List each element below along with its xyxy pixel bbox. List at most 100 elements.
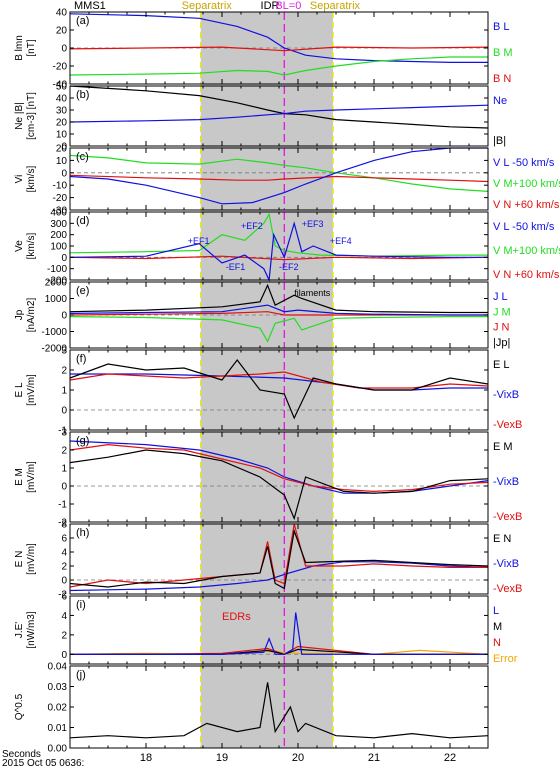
y-axis-label: Ve [km/s] xyxy=(14,232,37,259)
annotation-label: +EF4 xyxy=(330,236,352,246)
legend-entry: V M+100 km/s xyxy=(493,178,560,190)
y-tick-label: 2 xyxy=(61,630,67,641)
y-tick-label: 2000 xyxy=(45,278,68,289)
series-line-red xyxy=(69,255,489,261)
y-tick-label: 0 xyxy=(61,253,67,264)
legend-entry: B N xyxy=(493,73,511,85)
y-tick-label: -20 xyxy=(53,62,68,73)
y-tick-label: -40 xyxy=(53,80,68,91)
series-line-black xyxy=(69,528,489,590)
panel-label: (f) xyxy=(76,353,86,365)
panel-label: (j) xyxy=(76,669,86,681)
legend-entry: E M xyxy=(493,441,513,453)
legend-entry: Error xyxy=(493,653,518,665)
y-tick-label: 3 xyxy=(61,346,67,357)
legend-entry: M xyxy=(493,621,502,633)
y-axis-label-line2: [nA/m2] xyxy=(26,298,37,333)
y-axis-label-line2: [mV/m] xyxy=(26,461,37,493)
series-line-black xyxy=(69,85,489,129)
y-tick-label: 2 xyxy=(61,446,67,457)
y-tick-label: -200 xyxy=(47,276,67,287)
y-tick-label: -1 xyxy=(58,426,67,437)
legend-entry: -VexB xyxy=(493,419,522,431)
x-axis-label-seconds: Seconds xyxy=(2,749,41,760)
panel-e: 2000 1000 0 -1000 -2000 (e) Jp [nA/m2] J L J M J N… xyxy=(14,278,511,355)
legend-entry: E N xyxy=(493,533,511,545)
panel-label: (h) xyxy=(76,527,89,539)
y-axis-label: Vi [km/s] xyxy=(14,165,37,192)
y-tick-label: -2 xyxy=(58,590,67,601)
y-axis-label-line1: Jp xyxy=(14,309,25,320)
y-axis-label-line1: Vi xyxy=(14,175,25,184)
y-axis-label-line2: [mV/m] xyxy=(26,543,37,575)
y-axis-label: E L [mV/m] xyxy=(14,374,37,406)
x-tick-label: 18 xyxy=(140,752,152,764)
series-line-orange xyxy=(69,649,489,655)
legend-entry: B L xyxy=(493,21,510,33)
y-tick-label: 6 xyxy=(61,534,67,545)
y-tick-label: 8 xyxy=(61,520,67,531)
annotation-label: +EF1 xyxy=(188,236,210,246)
series-line-green xyxy=(69,154,489,192)
y-axis-label-line1: Ve xyxy=(14,240,25,252)
separatrix-left-label: Separatrix xyxy=(182,0,233,12)
y-tick-label: 40 xyxy=(56,8,68,19)
legend-entry: E L xyxy=(493,359,510,371)
annotation-label: EDRs xyxy=(222,611,251,623)
series-line-red xyxy=(69,174,489,183)
panel-a: 40 20 0 -20 -40 (a) B lmn [nT] B L B M B N xyxy=(14,8,513,91)
annotation-label: +EF2 xyxy=(241,221,263,231)
series-line-green xyxy=(69,316,488,343)
y-tick-label: 50 xyxy=(56,82,68,93)
y-tick-label: -100 xyxy=(47,264,67,275)
y-axis-label: Jp [nA/m2] xyxy=(14,298,37,333)
legend-entry: V N +60 km/s xyxy=(493,199,560,211)
y-axis-label-line1: Ne |B| xyxy=(14,102,25,129)
annotation-label: filaments xyxy=(294,288,331,298)
annotation-label: -EF1 xyxy=(226,262,246,272)
y-axis-label-line1: J.E' xyxy=(14,622,25,638)
legend-entry: Ne xyxy=(493,95,507,107)
x-tick-label: 19 xyxy=(216,752,228,764)
legend-entry: V M+100 km/s xyxy=(493,245,560,257)
annotation-label: -EF2 xyxy=(279,262,299,272)
y-tick-label: -1000 xyxy=(41,327,67,338)
legend-entry: -VixB xyxy=(493,558,519,570)
idr-label: IDR xyxy=(261,0,280,12)
series-line-black xyxy=(69,283,488,314)
series-line-black xyxy=(69,359,489,420)
legend-entry: J L xyxy=(493,291,508,303)
y-tick-label: 20 xyxy=(56,26,68,37)
legend-entry: -VixB xyxy=(493,476,519,488)
y-axis-label-line2: [nT] xyxy=(26,39,37,56)
y-tick-label: 1 xyxy=(61,464,67,475)
y-tick-label: 0 xyxy=(61,311,67,322)
series-line-blue xyxy=(69,440,489,494)
series-line-red xyxy=(69,46,489,52)
y-axis-label-line1: B lmn xyxy=(14,35,25,61)
y-tick-label: 0 xyxy=(61,44,67,55)
legend-entry: L xyxy=(493,605,499,617)
y-tick-label: 0.03 xyxy=(48,682,68,693)
y-tick-label: 2 xyxy=(61,562,67,573)
legend-entry: |B| xyxy=(493,135,506,147)
y-tick-label: 2 xyxy=(61,366,67,377)
y-axis-label: E M [mV/m] xyxy=(14,461,37,493)
y-tick-label: 0 xyxy=(61,168,67,179)
y-tick-label: 0.00 xyxy=(48,744,68,755)
y-tick-label: 400 xyxy=(50,208,67,219)
legend-entry: V L -50 km/s xyxy=(493,221,555,233)
y-tick-label: -2 xyxy=(58,518,67,529)
y-tick-label: 0.04 xyxy=(48,662,68,673)
y-axis-label-line1: E N xyxy=(14,551,25,568)
y-tick-label: 1 xyxy=(61,386,67,397)
idr-shaded-region xyxy=(200,12,333,748)
y-axis-label-line1: E M xyxy=(14,468,25,486)
y-tick-label: -2000 xyxy=(41,344,67,355)
y-tick-label: 3 xyxy=(61,428,67,439)
